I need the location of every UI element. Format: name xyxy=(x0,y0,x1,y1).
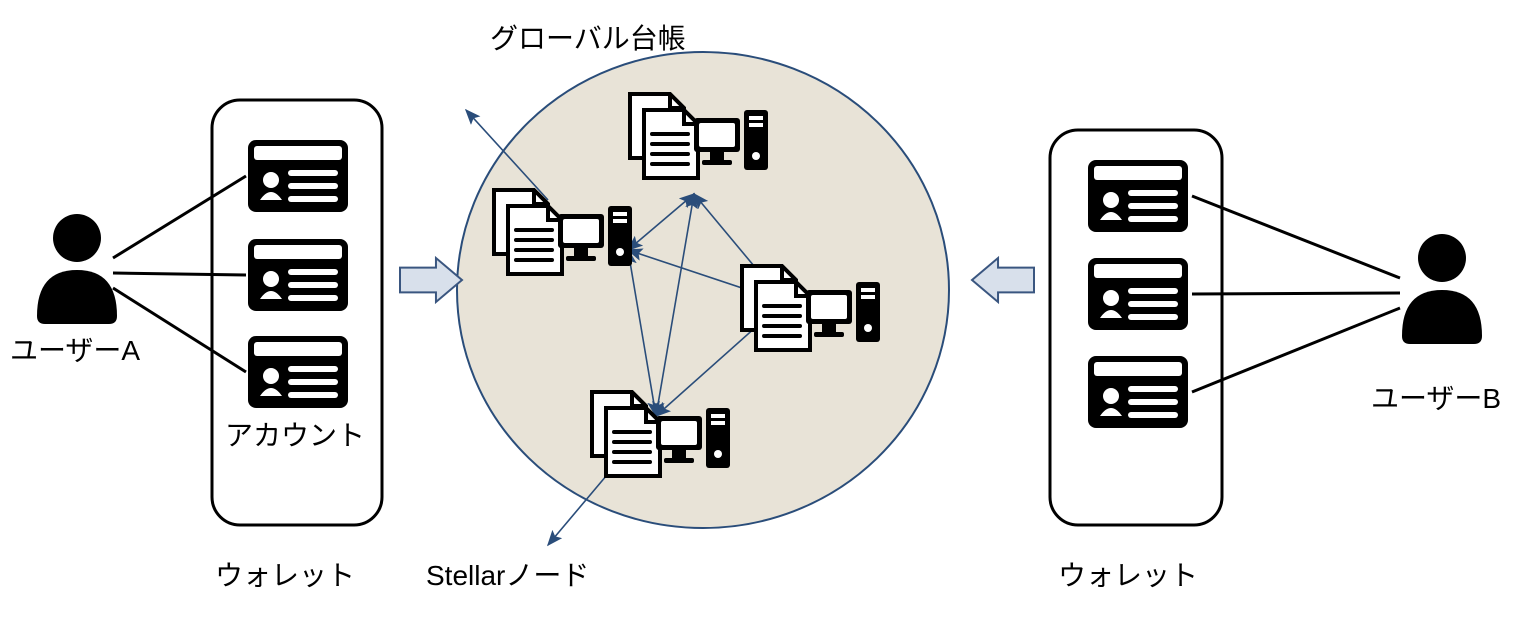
account-card-right-1 xyxy=(1088,160,1188,232)
account-card-left-3 xyxy=(248,336,348,408)
label-user-a: ユーザーA xyxy=(10,335,140,366)
label-wallet-left: ウォレット xyxy=(215,560,355,591)
block-arrow-left xyxy=(400,258,462,302)
user-line-left-2 xyxy=(113,273,246,275)
label-account: アカウント xyxy=(225,420,365,451)
label-wallet-right: ウォレット xyxy=(1058,560,1198,591)
block-arrow-right xyxy=(972,258,1034,302)
label-global-ledger: グローバル台帳 xyxy=(490,23,686,54)
label-user-b: ユーザーB xyxy=(1371,383,1501,414)
account-card-right-3 xyxy=(1088,356,1188,428)
account-card-left-2 xyxy=(248,239,348,311)
user-b-icon xyxy=(1402,234,1482,344)
account-card-left-1 xyxy=(248,140,348,212)
user-line-right-2 xyxy=(1192,293,1400,294)
label-stellar-node: Stellarノード xyxy=(426,560,589,591)
account-card-right-2 xyxy=(1088,258,1188,330)
user-line-left-1 xyxy=(113,176,246,258)
user-a-icon xyxy=(37,214,117,324)
